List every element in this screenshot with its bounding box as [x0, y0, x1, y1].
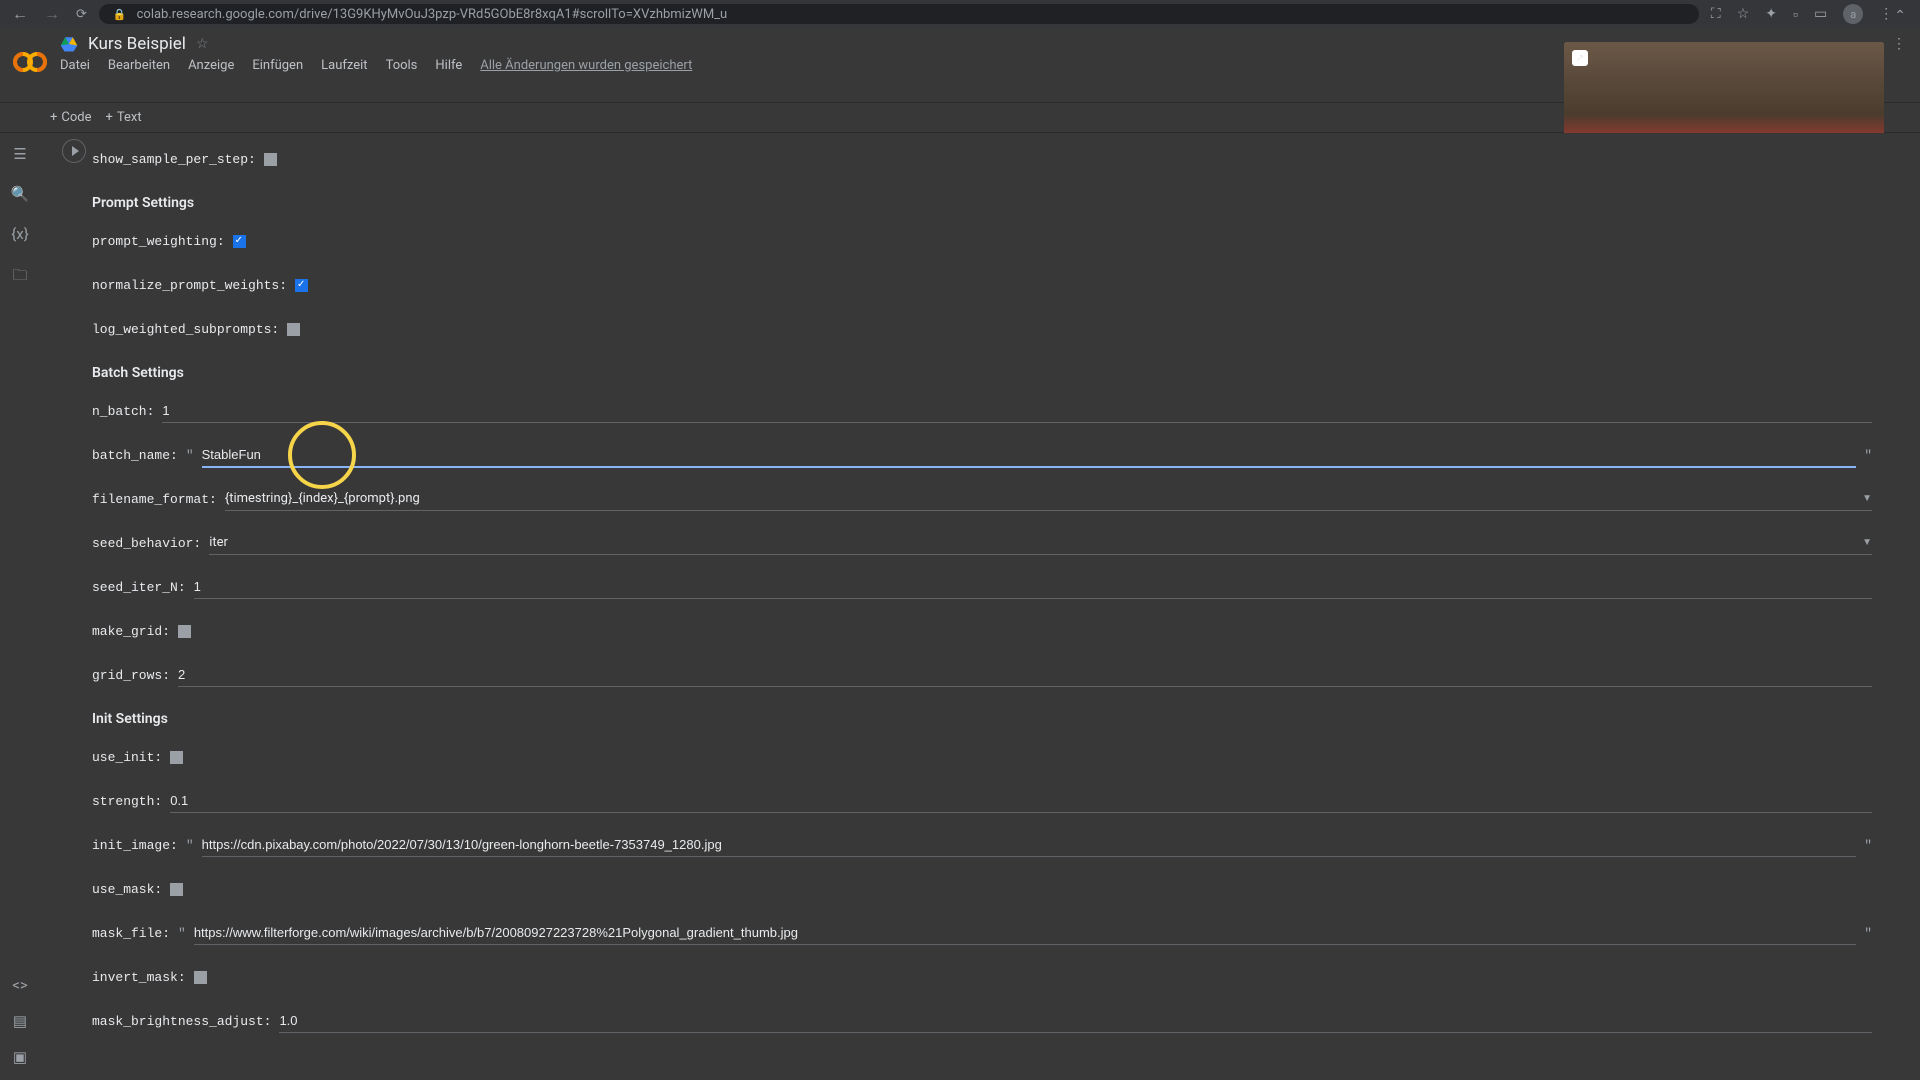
strength-label: strength: — [92, 794, 162, 809]
doc-title[interactable]: Kurs Beispiel — [88, 34, 186, 54]
normalize-weights-label: normalize_prompt_weights: — [92, 278, 287, 293]
use-init-label: use_init: — [92, 750, 162, 765]
chevron-down-icon: ▼ — [1862, 493, 1872, 504]
add-text-button[interactable]: +Text — [106, 110, 142, 125]
add-code-button[interactable]: +Code — [50, 110, 92, 125]
vars-icon[interactable]: {x} — [11, 225, 29, 243]
lock-icon: 🔒 — [113, 8, 127, 21]
url-text: colab.research.google.com/drive/13G9KHyM… — [137, 7, 728, 22]
snippets-icon[interactable]: <> — [12, 976, 27, 994]
invert-mask-checkbox[interactable] — [194, 971, 207, 984]
back-icon[interactable]: ← — [12, 4, 28, 24]
seed-behavior-dropdown[interactable]: iter ▼ — [209, 531, 1872, 555]
menu-anzeige[interactable]: Anzeige — [188, 58, 234, 73]
menu-laufzeit[interactable]: Laufzeit — [321, 58, 367, 73]
use-mask-label: use_mask: — [92, 882, 162, 897]
normalize-weights-checkbox[interactable] — [295, 279, 308, 292]
avatar[interactable]: a — [1843, 4, 1863, 24]
n-batch-label: n_batch: — [92, 404, 154, 419]
strength-input[interactable] — [170, 789, 1872, 813]
drive-icon — [60, 35, 78, 53]
use-init-checkbox[interactable] — [170, 751, 183, 764]
grid-rows-label: grid_rows: — [92, 668, 170, 683]
prompt-settings-header: Prompt Settings — [92, 181, 1872, 219]
save-status: Alle Änderungen wurden gespeichert — [480, 58, 692, 73]
invert-mask-label: invert_mask: — [92, 970, 186, 985]
batch-name-input[interactable] — [202, 443, 1857, 468]
expand-icon[interactable]: ⌃ — [1894, 8, 1906, 24]
seed-iter-label: seed_iter_N: — [92, 580, 186, 595]
menu-icon[interactable]: ⋮ — [1879, 6, 1893, 22]
grid-rows-input[interactable] — [178, 663, 1872, 687]
mask-brightness-input[interactable] — [279, 1009, 1872, 1033]
terminal-icon[interactable]: ▤ — [13, 1012, 27, 1030]
mask-brightness-label: mask_brightness_adjust: — [92, 1014, 271, 1029]
use-mask-checkbox[interactable] — [170, 883, 183, 896]
batch-name-label: batch_name: — [92, 448, 178, 463]
files-icon[interactable]: 🗀 — [12, 265, 27, 290]
menu-datei[interactable]: Datei — [60, 58, 90, 73]
star-icon[interactable]: ☆ — [196, 36, 209, 52]
show-sample-label: show_sample_per_step: — [92, 152, 256, 167]
extensions-icon[interactable]: ✦ — [1765, 6, 1777, 22]
bookmark-icon[interactable]: ☆ — [1737, 6, 1750, 22]
more-icon[interactable]: ⋮ — [1892, 36, 1906, 52]
mask-file-input[interactable] — [194, 921, 1856, 945]
seed-iter-input[interactable] — [194, 575, 1872, 599]
prompt-weighting-checkbox[interactable] — [233, 235, 246, 248]
menu-bearbeiten[interactable]: Bearbeiten — [108, 58, 170, 73]
show-sample-checkbox[interactable] — [264, 153, 277, 166]
init-image-input[interactable] — [202, 833, 1857, 857]
seed-behavior-label: seed_behavior: — [92, 536, 201, 551]
left-rail: ☰ 🔍 {x} 🗀 <> ▤ ▣ — [0, 133, 40, 1080]
init-settings-header: Init Settings — [92, 697, 1872, 735]
make-grid-checkbox[interactable] — [178, 625, 191, 638]
batch-settings-header: Batch Settings — [92, 351, 1872, 389]
webcam-indicator-icon: ↗ — [1572, 50, 1588, 66]
log-subprompts-checkbox[interactable] — [287, 323, 300, 336]
reader-icon[interactable]: ▭ — [1814, 6, 1827, 22]
cmd-icon[interactable]: ▣ — [13, 1048, 27, 1066]
chevron-down-icon: ▼ — [1862, 537, 1872, 548]
n-batch-input[interactable] — [162, 399, 1872, 423]
mask-file-label: mask_file: — [92, 926, 170, 941]
menu-tools[interactable]: Tools — [386, 58, 418, 73]
translate-icon[interactable]: ⛶ — [1711, 6, 1721, 22]
log-subprompts-label: log_weighted_subprompts: — [92, 322, 279, 337]
prompt-weighting-label: prompt_weighting: — [92, 234, 225, 249]
search-icon[interactable]: 🔍 — [11, 185, 30, 203]
forward-icon[interactable]: → — [44, 4, 60, 24]
notebook-content: show_sample_per_step: Prompt Settings pr… — [40, 133, 1920, 1080]
run-button[interactable] — [62, 139, 86, 163]
make-grid-label: make_grid: — [92, 624, 170, 639]
menu-einfuegen[interactable]: Einfügen — [252, 58, 303, 73]
toc-icon[interactable]: ☰ — [13, 145, 26, 163]
init-image-label: init_image: — [92, 838, 178, 853]
address-bar[interactable]: 🔒 colab.research.google.com/drive/13G9KH… — [99, 4, 1699, 24]
colab-logo-icon[interactable] — [12, 44, 48, 80]
browser-chrome: ← → ⟳ 🔒 colab.research.google.com/drive/… — [0, 0, 1920, 28]
filename-format-label: filename_format: — [92, 492, 217, 507]
filename-format-dropdown[interactable]: {timestring}_{index}_{prompt}.png ▼ — [225, 487, 1872, 511]
reload-icon[interactable]: ⟳ — [76, 7, 87, 22]
menu-hilfe[interactable]: Hilfe — [435, 58, 462, 73]
sidepanel-icon[interactable]: ▫ — [1793, 6, 1798, 23]
